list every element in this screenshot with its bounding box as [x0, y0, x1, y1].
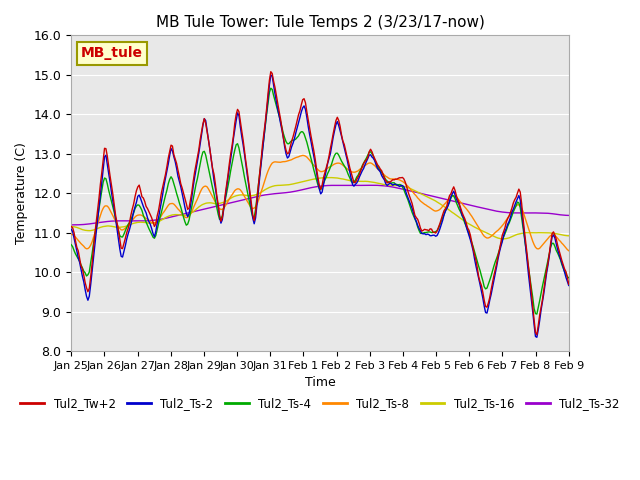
Y-axis label: Temperature (C): Temperature (C): [15, 143, 28, 244]
X-axis label: Time: Time: [305, 376, 335, 389]
Title: MB Tule Tower: Tule Temps 2 (3/23/17-now): MB Tule Tower: Tule Temps 2 (3/23/17-now…: [156, 15, 484, 30]
Legend: Tul2_Tw+2, Tul2_Ts-2, Tul2_Ts-4, Tul2_Ts-8, Tul2_Ts-16, Tul2_Ts-32: Tul2_Tw+2, Tul2_Ts-2, Tul2_Ts-4, Tul2_Ts…: [16, 392, 624, 415]
Text: MB_tule: MB_tule: [81, 47, 143, 60]
